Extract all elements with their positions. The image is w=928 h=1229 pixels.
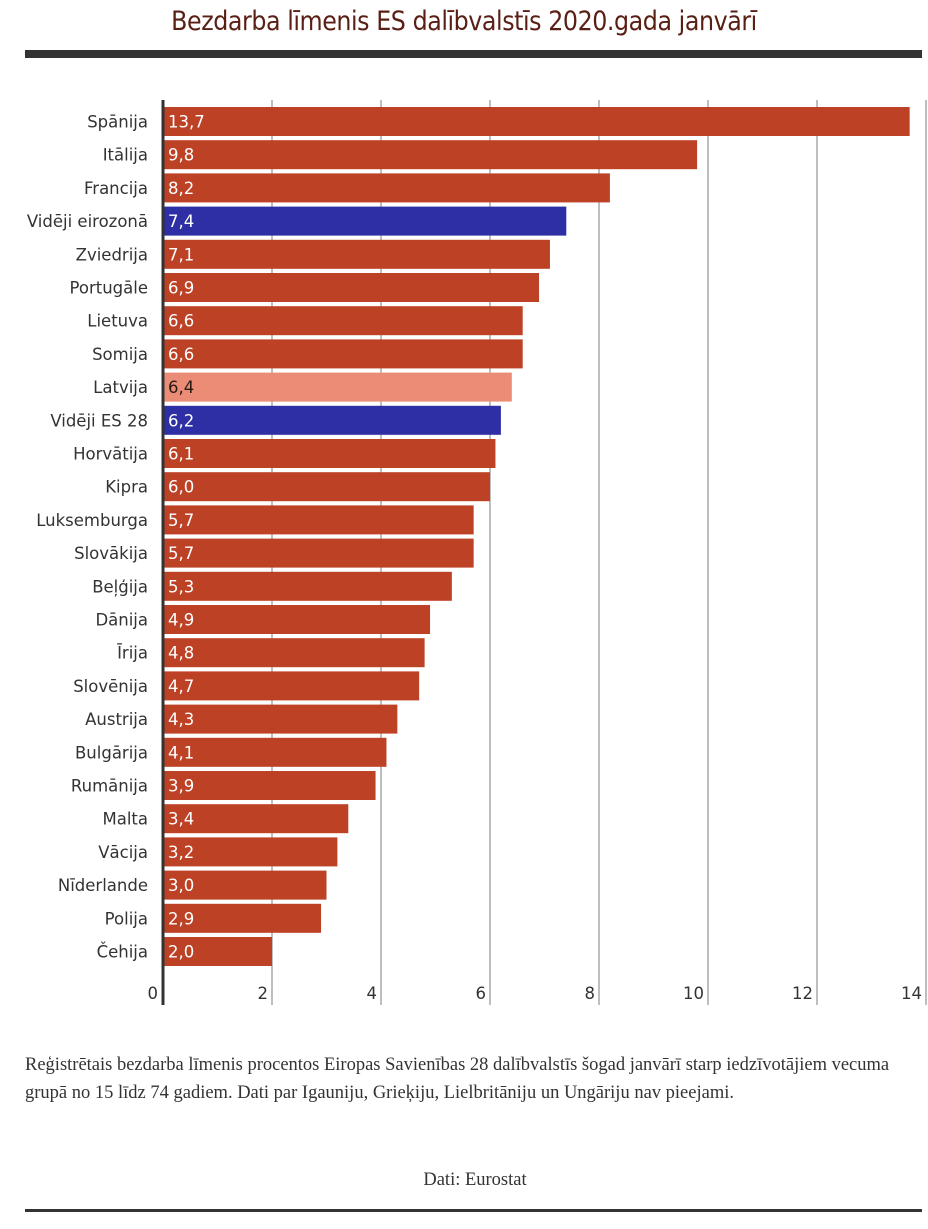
bar: [163, 439, 496, 468]
category-label: Slovēnija: [73, 677, 148, 696]
value-label: 7,4: [168, 212, 194, 231]
category-label: Beļģija: [92, 577, 148, 596]
bar: [163, 339, 523, 369]
value-label: 6,6: [168, 345, 194, 364]
value-label: 6,0: [168, 478, 194, 497]
bar: [163, 140, 698, 170]
category-label: Kipra: [105, 478, 148, 497]
x-tick-label: 6: [476, 984, 487, 1003]
value-label: 9,8: [168, 146, 194, 165]
bar: [163, 804, 349, 834]
bar: [163, 206, 567, 236]
value-label: 6,2: [168, 411, 194, 430]
value-label: 13,7: [168, 113, 205, 132]
category-labels: Spānija Itālija Francija Vidēji eirozonā Zvi…: [27, 113, 148, 962]
value-label: 4,8: [168, 644, 194, 663]
value-label: 7,1: [168, 245, 194, 264]
title-divider: [25, 50, 922, 58]
bar: [163, 306, 523, 336]
value-label: 3,0: [168, 876, 194, 895]
chart-title: Bezdarba līmenis ES dalībvalstīs 2020.ga…: [171, 6, 757, 37]
bar: [163, 937, 272, 966]
value-label: 6,1: [168, 445, 194, 464]
x-tick-label: 12: [792, 984, 813, 1003]
category-label: Horvātija: [73, 445, 148, 464]
bar: [163, 538, 474, 568]
x-tick-label: 8: [585, 984, 596, 1003]
value-label: 6,6: [168, 312, 194, 331]
category-label: Īrija: [117, 644, 148, 663]
x-tick-label: 10: [683, 984, 704, 1003]
value-label: 4,7: [168, 677, 194, 696]
bar: [163, 405, 501, 435]
category-label: Nīderlande: [58, 876, 148, 895]
value-labels: 13,7 9,8 8,2 7,4 7,1 6,9 6,6 6,6 6,4 6,2 6,1 6,0 5,7…: [168, 113, 205, 962]
category-label: Dānija: [95, 611, 148, 630]
value-label: 4,1: [168, 743, 194, 762]
value-label: 6,9: [168, 279, 194, 298]
bar: [163, 837, 338, 867]
bar: [163, 903, 322, 933]
bar: [163, 671, 420, 701]
value-label: 3,2: [168, 843, 194, 862]
value-label: 2,0: [168, 943, 194, 962]
x-tick-label: 14: [901, 984, 922, 1003]
category-label: Rumānija: [71, 777, 148, 796]
data-source: Dati: Eurostat: [423, 1170, 527, 1190]
bar: [163, 372, 512, 402]
bar: [163, 505, 474, 535]
bottom-divider: [25, 1209, 922, 1212]
category-label: Francija: [84, 179, 148, 198]
bar-chart: Spānija Itālija Francija Vidēji eirozonā Zvi…: [27, 100, 927, 1005]
value-label: 5,7: [168, 511, 194, 530]
bar: [163, 239, 550, 269]
category-label: Portugāle: [70, 279, 149, 298]
category-label: Vidēji ES 28: [50, 411, 148, 430]
x-tick-label: 4: [367, 984, 378, 1003]
category-label: Itālija: [103, 146, 148, 165]
category-label: Čehija: [97, 943, 148, 962]
value-label: 2,9: [168, 909, 194, 928]
category-label: Lietuva: [87, 312, 148, 331]
bar: [163, 605, 431, 634]
category-label: Spānija: [87, 113, 148, 132]
bar: [163, 704, 398, 734]
category-label: Somija: [92, 345, 148, 364]
bar: [163, 472, 490, 502]
value-label: 3,4: [168, 810, 194, 829]
bar: [163, 870, 327, 900]
x-tick-label: 0: [148, 984, 159, 1003]
bar: [163, 737, 387, 767]
bar: [163, 771, 376, 800]
category-label: Zviedrija: [76, 245, 148, 264]
value-label: 8,2: [168, 179, 194, 198]
category-label: Latvija: [93, 378, 148, 397]
chart-description: Reģistrētais bezdarba līmenis procentos …: [25, 1055, 890, 1103]
bars: [163, 107, 910, 966]
category-label: Bulgārija: [75, 743, 148, 762]
bar: [163, 107, 910, 136]
x-tick-label: 2: [258, 984, 269, 1003]
category-label: Slovākija: [74, 544, 148, 563]
bar: [163, 273, 540, 302]
bar: [163, 571, 452, 601]
category-label: Austrija: [85, 710, 148, 729]
value-label: 6,4: [168, 378, 194, 397]
bar: [163, 173, 610, 203]
category-label: Vācija: [98, 843, 148, 862]
value-label: 4,3: [168, 710, 194, 729]
category-label: Malta: [102, 810, 148, 829]
category-label: Luksemburga: [36, 511, 148, 530]
bar: [163, 638, 425, 668]
value-label: 5,7: [168, 544, 194, 563]
category-label: Polija: [105, 909, 148, 928]
value-label: 4,9: [168, 611, 194, 630]
value-label: 5,3: [168, 577, 194, 596]
x-axis-ticks: 0 2 4 6 8 10 12 14: [148, 984, 923, 1003]
value-label: 3,9: [168, 777, 194, 796]
category-label: Vidēji eirozonā: [27, 212, 148, 231]
